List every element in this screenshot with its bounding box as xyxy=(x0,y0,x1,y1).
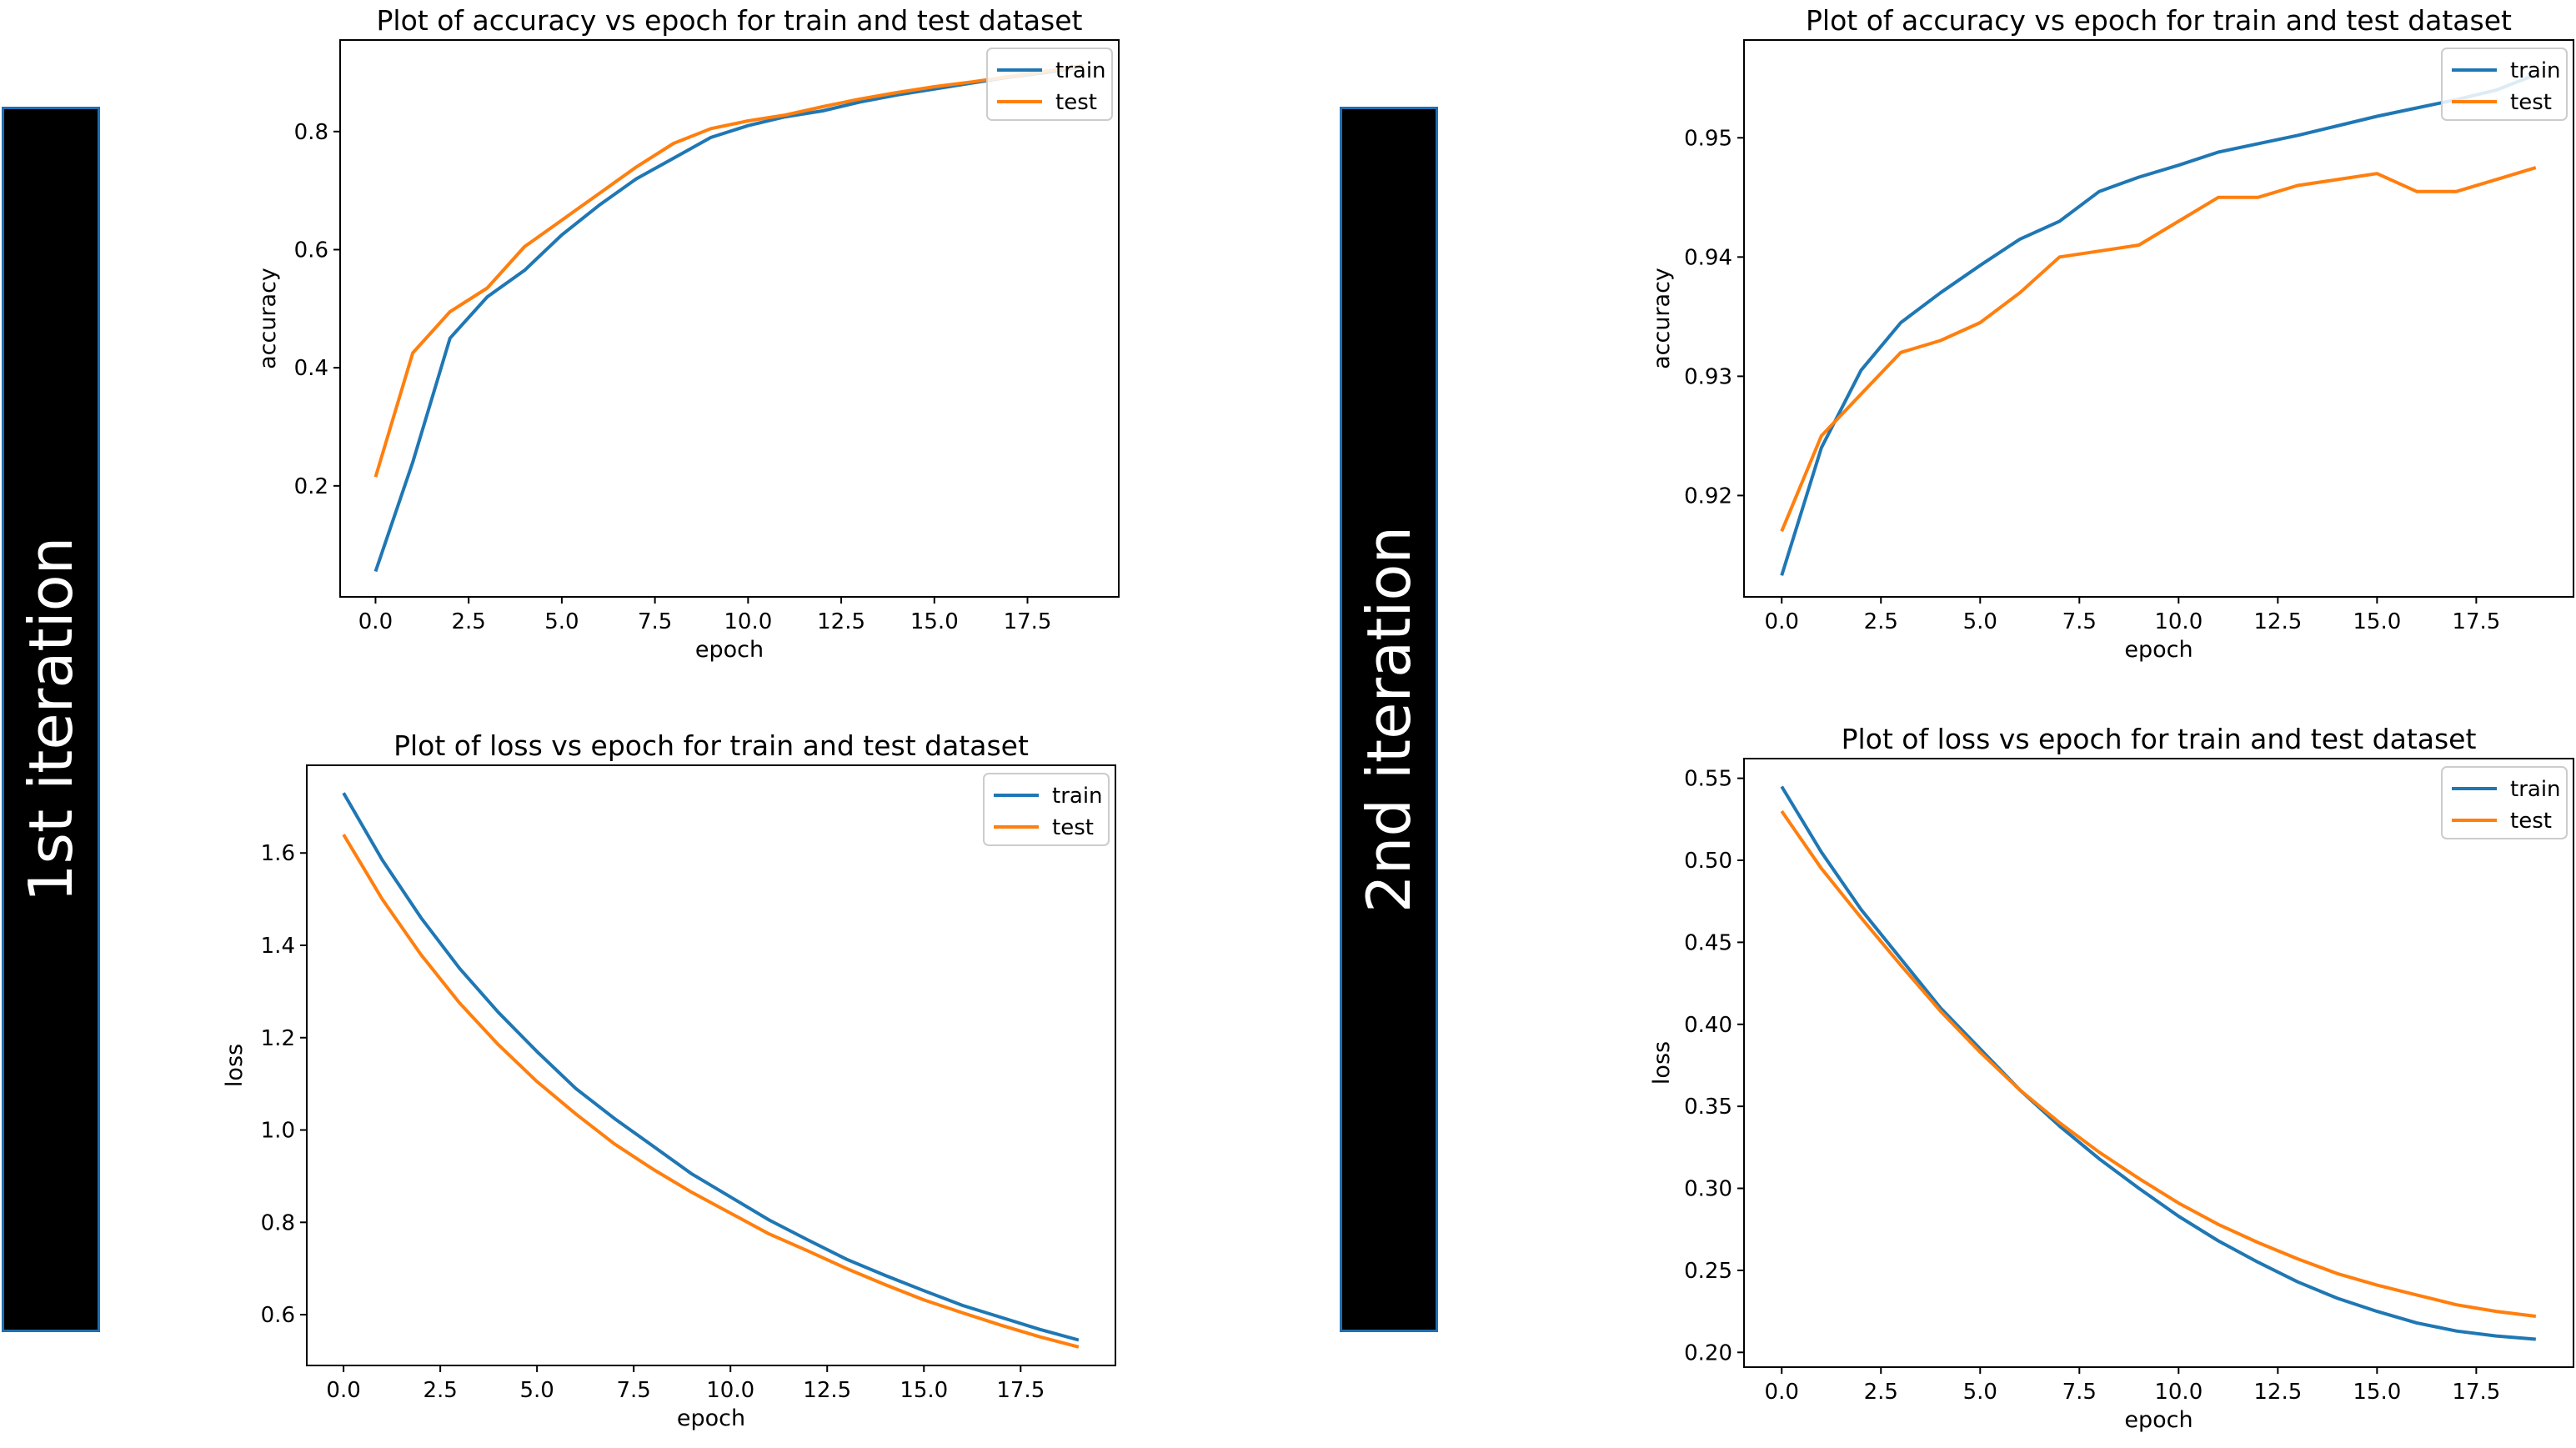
plot-frame xyxy=(306,764,1116,1366)
x-tick-label: 0.0 xyxy=(326,1378,360,1403)
first-iteration-banner: 1st iteration xyxy=(2,107,100,1332)
y-tick-label: 0.4 xyxy=(294,356,328,381)
x-tick-label: 12.5 xyxy=(2253,1380,2302,1405)
x-tick-label: 15.0 xyxy=(2353,609,2401,634)
chart-svg: Plot of accuracy vs epoch for train and … xyxy=(1649,4,2574,663)
series-line-test xyxy=(373,63,1084,478)
series-line-train xyxy=(1780,785,2536,1341)
series-line-train xyxy=(1780,73,2537,576)
legend-label-train: train xyxy=(2510,58,2561,83)
y-tick-label: 0.2 xyxy=(294,474,328,499)
chart-title: Plot of loss vs epoch for train and test… xyxy=(393,729,1029,762)
x-tick-label: 7.5 xyxy=(2062,609,2097,634)
x-tick-label: 5.0 xyxy=(1963,1380,1997,1405)
x-axis-label: epoch xyxy=(695,637,764,663)
y-tick-label: 1.2 xyxy=(261,1026,295,1051)
chart-title: Plot of loss vs epoch for train and test… xyxy=(1842,723,2477,755)
y-tick-label: 0.45 xyxy=(1684,930,1732,955)
series-line-test xyxy=(1780,809,2537,1318)
x-tick-label: 12.5 xyxy=(2253,609,2302,634)
legend-label-test: test xyxy=(2510,809,2552,834)
x-tick-label: 17.5 xyxy=(996,1378,1045,1403)
x-tick-label: 2.5 xyxy=(1864,609,1898,634)
y-axis-label: accuracy xyxy=(1649,268,1675,369)
y-tick-label: 0.94 xyxy=(1684,245,1732,270)
plot-frame xyxy=(339,39,1120,598)
chart-svg: Plot of loss vs epoch for train and test… xyxy=(222,729,1116,1431)
series-line-train xyxy=(342,792,1080,1342)
y-tick-label: 1.0 xyxy=(261,1119,295,1144)
plot-frame xyxy=(1743,39,2574,598)
y-tick-label: 0.6 xyxy=(294,238,328,263)
x-tick-label: 5.0 xyxy=(519,1378,554,1403)
x-tick-label: 15.0 xyxy=(2353,1380,2401,1405)
x-tick-label: 5.0 xyxy=(1963,609,1997,634)
y-tick-label: 0.35 xyxy=(1684,1095,1732,1120)
x-tick-label: 0.0 xyxy=(1765,1380,1799,1405)
legend-label-train: train xyxy=(1055,58,1106,83)
x-tick-label: 7.5 xyxy=(616,1378,650,1403)
y-tick-label: 0.40 xyxy=(1684,1013,1732,1038)
x-tick-label: 2.5 xyxy=(423,1378,457,1403)
legend-label-train: train xyxy=(1052,784,1103,809)
accuracy-chart-iteration-2: Plot of accuracy vs epoch for train and … xyxy=(0,0,2576,717)
y-tick-label: 1.4 xyxy=(261,934,295,959)
chart-svg: Plot of accuracy vs epoch for train and … xyxy=(255,4,1120,663)
plot-frame xyxy=(1743,758,2574,1368)
y-tick-label: 0.50 xyxy=(1684,849,1732,874)
x-tick-label: 0.0 xyxy=(1765,609,1799,634)
y-axis-label: loss xyxy=(222,1044,248,1087)
legend-label-test: test xyxy=(2510,90,2552,115)
x-tick-label: 7.5 xyxy=(638,609,672,634)
y-tick-label: 0.30 xyxy=(1684,1177,1732,1202)
x-tick-label: 10.0 xyxy=(724,609,772,634)
x-axis-label: epoch xyxy=(677,1405,745,1431)
x-tick-label: 0.0 xyxy=(358,609,393,634)
second-iteration-banner: 2nd iteration xyxy=(1340,107,1438,1332)
x-tick-label: 17.5 xyxy=(1004,609,1052,634)
x-tick-label: 15.0 xyxy=(900,1378,948,1403)
y-tick-label: 0.55 xyxy=(1684,767,1732,792)
x-axis-label: epoch xyxy=(2124,637,2193,663)
x-tick-label: 10.0 xyxy=(2154,609,2203,634)
y-tick-label: 0.8 xyxy=(294,120,328,145)
y-tick-label: 0.92 xyxy=(1684,484,1732,509)
y-tick-label: 0.6 xyxy=(261,1303,295,1328)
x-axis-label: epoch xyxy=(2124,1407,2193,1433)
y-tick-label: 1.6 xyxy=(261,841,295,866)
y-tick-label: 0.25 xyxy=(1684,1259,1732,1284)
y-tick-label: 0.8 xyxy=(261,1210,295,1235)
series-line-test xyxy=(1780,166,2537,533)
x-tick-label: 15.0 xyxy=(910,609,959,634)
x-tick-label: 12.5 xyxy=(817,609,865,634)
y-tick-label: 0.95 xyxy=(1684,126,1732,151)
y-axis-label: accuracy xyxy=(255,268,281,369)
x-tick-label: 5.0 xyxy=(544,609,579,634)
x-tick-label: 10.0 xyxy=(706,1378,754,1403)
x-tick-label: 17.5 xyxy=(2452,609,2500,634)
x-tick-label: 17.5 xyxy=(2452,1380,2500,1405)
x-tick-label: 2.5 xyxy=(451,609,485,634)
series-line-test xyxy=(342,834,1080,1349)
x-tick-label: 10.0 xyxy=(2154,1380,2203,1405)
x-tick-label: 2.5 xyxy=(1864,1380,1898,1405)
legend-label-train: train xyxy=(2510,777,2561,802)
y-tick-label: 0.20 xyxy=(1684,1340,1732,1365)
loss-chart-iteration-1: Plot of loss vs epoch for train and test… xyxy=(222,729,1116,1431)
chart-title: Plot of accuracy vs epoch for train and … xyxy=(1806,4,2512,37)
accuracy-chart-iteration-1: Plot of accuracy vs epoch for train and … xyxy=(0,0,1301,717)
legend-label-test: test xyxy=(1052,815,1094,840)
chart-title: Plot of accuracy vs epoch for train and … xyxy=(377,4,1083,37)
y-axis-label: loss xyxy=(1649,1041,1675,1085)
legend-label-test: test xyxy=(1055,90,1097,115)
x-tick-label: 7.5 xyxy=(2062,1380,2097,1405)
y-tick-label: 0.93 xyxy=(1684,364,1732,389)
x-tick-label: 12.5 xyxy=(803,1378,851,1403)
